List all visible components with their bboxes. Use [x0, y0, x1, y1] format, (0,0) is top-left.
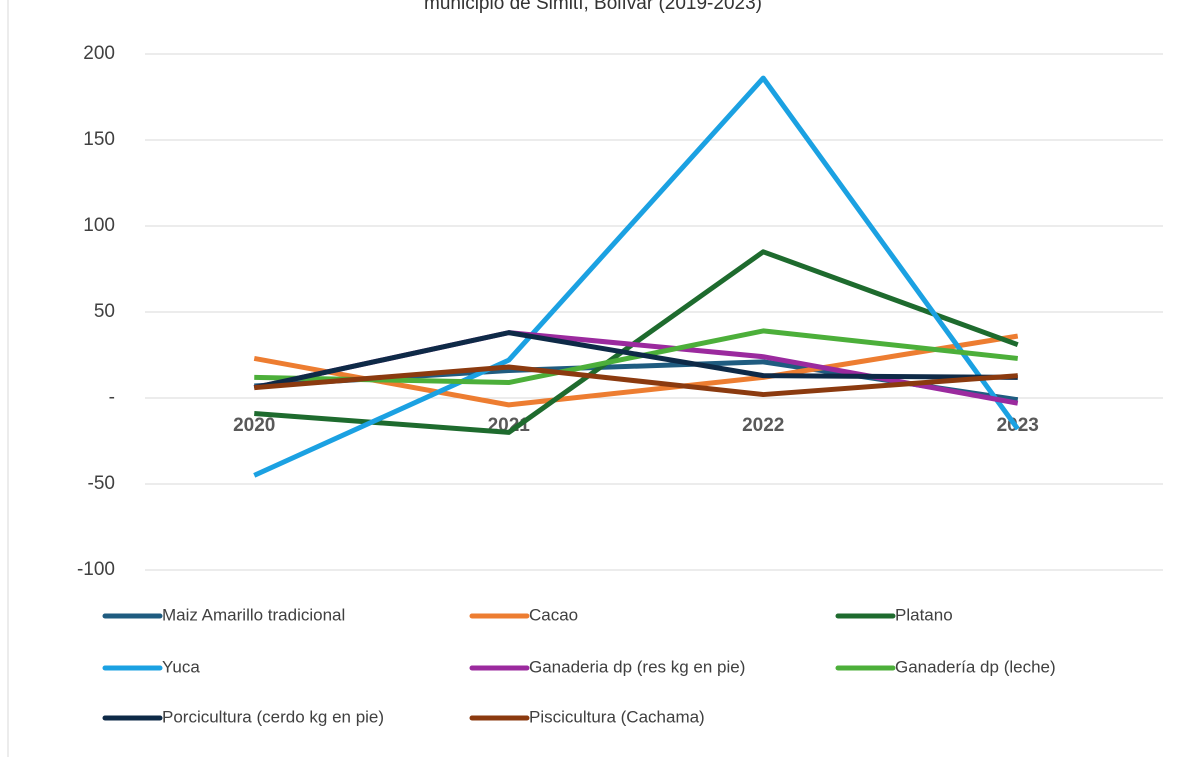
y-tick-label: 100 — [83, 215, 115, 236]
series-line — [254, 364, 1018, 398]
legend-label: Piscicultura (Cachama) — [529, 707, 705, 726]
legend-label: Yuca — [162, 657, 200, 676]
x-tick-label: 2022 — [742, 415, 784, 436]
y-tick-label: 150 — [83, 129, 115, 150]
chart-title: municipio de Simití, Bolívar (2019-2023) — [424, 0, 762, 14]
legend-label: Porcicultura (cerdo kg en pie) — [162, 707, 384, 726]
y-tick-label: -50 — [88, 473, 115, 494]
series-line — [254, 328, 1019, 386]
legend-label: Cacao — [529, 605, 578, 624]
y-tick-label: -100 — [77, 559, 115, 580]
legend-label: Ganadería dp (leche) — [895, 657, 1056, 676]
y-tick-label: 50 — [94, 301, 115, 322]
legend-label: Ganaderia dp (res kg en pie) — [529, 657, 745, 676]
legend-label: Maiz Amarillo tradicional — [162, 605, 345, 624]
x-tick-label: 2020 — [233, 415, 275, 436]
series-line — [253, 330, 1018, 391]
series-line — [254, 249, 1019, 435]
series-line — [253, 75, 1020, 478]
y-tick-label: 200 — [83, 43, 115, 64]
y-tick-label: - — [109, 387, 115, 408]
legend-label: Platano — [895, 605, 953, 624]
